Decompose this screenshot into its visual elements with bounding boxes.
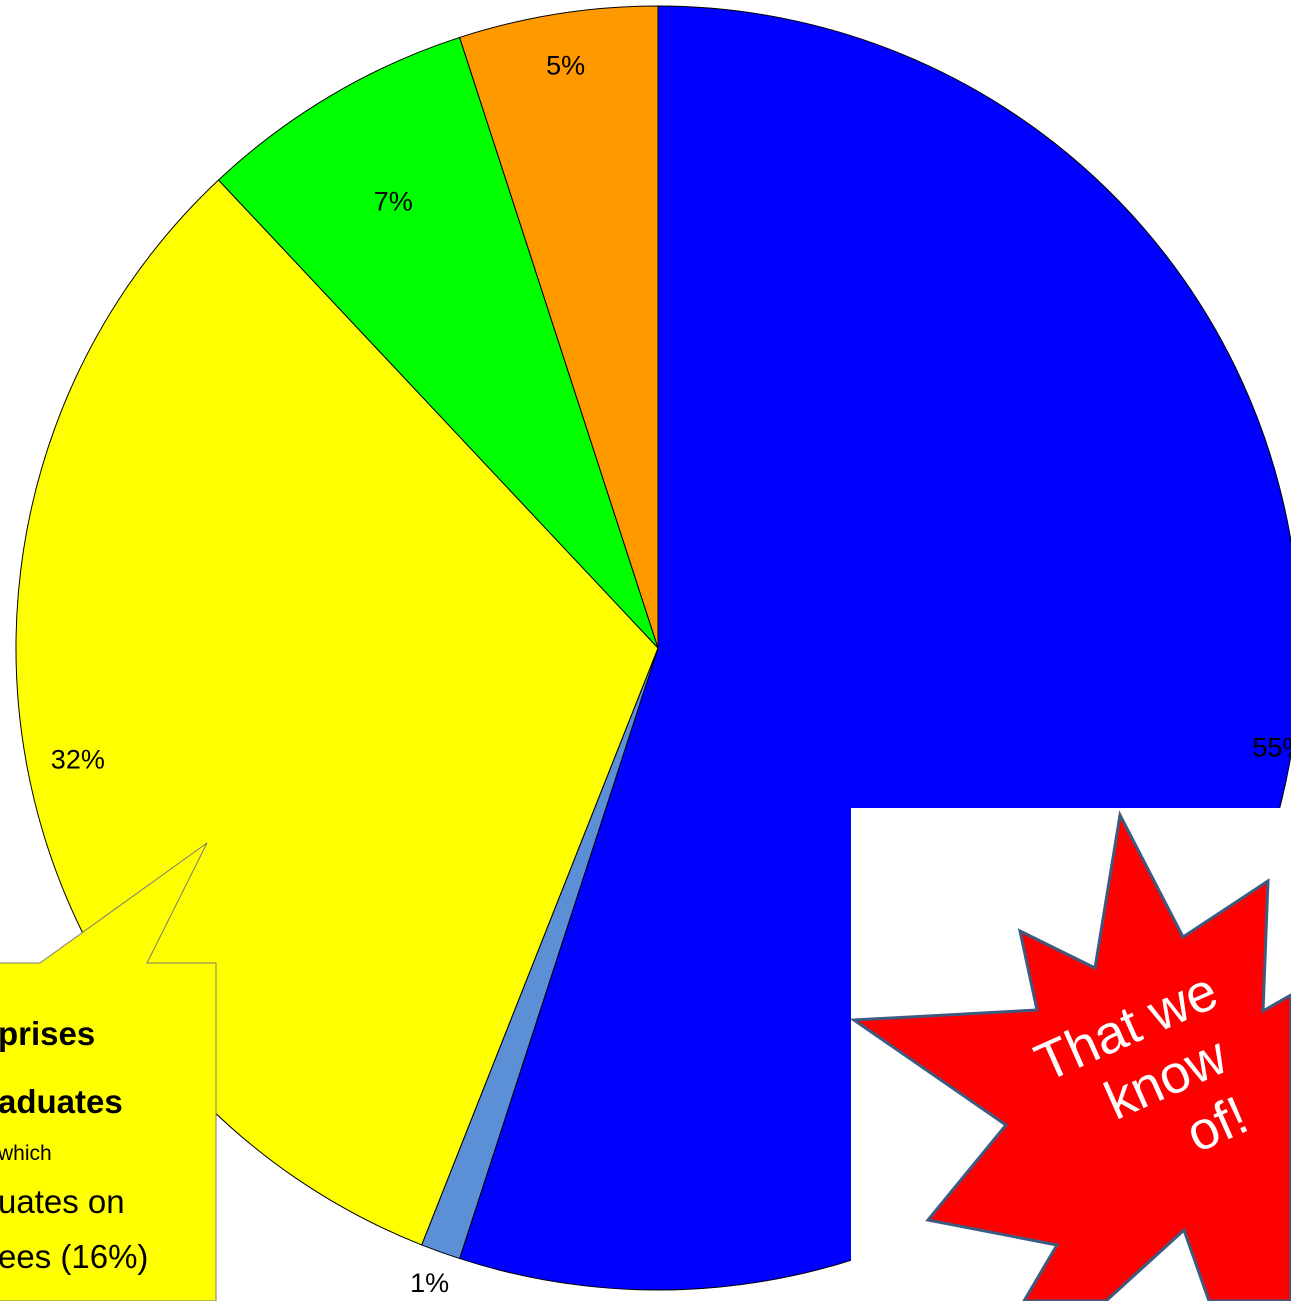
callout-line-1: prises — [0, 1015, 95, 1052]
pie-label-1: 1% — [410, 1268, 449, 1298]
callout: prises aduates which uates on ees (16%) — [0, 842, 217, 1301]
callout-shape — [0, 842, 217, 1301]
pie-slice-7 — [217, 36, 659, 649]
callout-line-5: ees (16%) — [0, 1238, 148, 1275]
pie-label-7: 7% — [374, 186, 413, 216]
callout-line-4: uates on — [0, 1183, 125, 1220]
pie-label-55: 55% — [1252, 732, 1291, 762]
callout-line-3: which — [0, 1142, 52, 1165]
callout-line-2: aduates — [0, 1083, 123, 1120]
starburst-panel: That we know of! — [849, 808, 1291, 1301]
starburst-shape — [849, 810, 1291, 1301]
pie-label-32: 32% — [51, 745, 105, 775]
pie-labels: 55% 1% 32% 7% 5% — [51, 51, 1291, 1299]
pie-label-5: 5% — [546, 51, 585, 81]
pie-slice-5 — [458, 5, 659, 649]
